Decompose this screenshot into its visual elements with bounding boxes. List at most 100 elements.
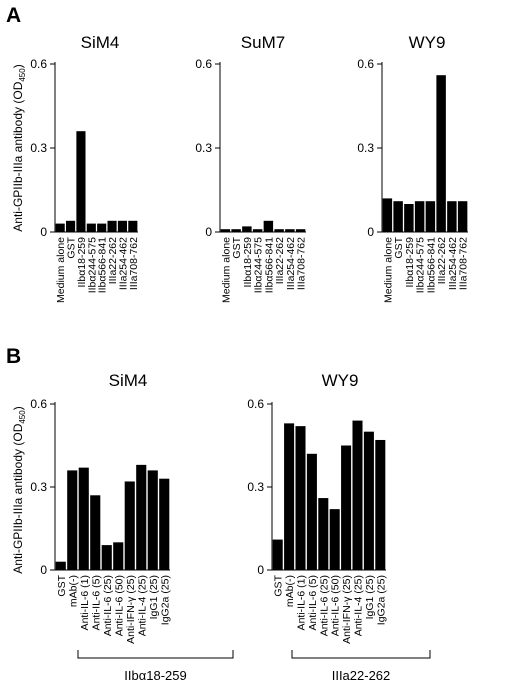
x-tick-label: GST: [66, 236, 78, 258]
bar: [363, 431, 374, 570]
bar: [231, 229, 241, 232]
x-tick-label: Anti-IL-6 (1): [79, 575, 91, 630]
y-tick-label: 0: [40, 225, 47, 239]
y-axis-label: Anti-GPIIb-IIIa antibody (OD450): [11, 64, 27, 231]
bar: [457, 201, 468, 232]
x-tick-label: IIbα566-841: [425, 237, 437, 293]
bar: [263, 220, 274, 232]
x-tick-label: Medium alone: [55, 237, 67, 303]
y-tick-label: 0.6: [30, 57, 47, 71]
chart-title: SiM4: [109, 371, 148, 390]
bar: [242, 226, 252, 232]
x-tick-label: IgG2a (25): [159, 575, 171, 625]
x-tick-label: Medium alone: [382, 237, 394, 303]
bar: [97, 223, 107, 232]
bar: [107, 220, 117, 232]
bar: [393, 201, 403, 232]
bar: [382, 198, 393, 232]
bar: [404, 204, 414, 232]
x-tick-label: Anti-IL-4 (25): [136, 575, 148, 636]
bar: [272, 539, 283, 570]
x-tick-label: IIIa22-262: [274, 237, 286, 284]
group-bracket: [291, 650, 431, 659]
y-tick-label: 0.3: [30, 480, 47, 494]
y-tick-label: 0: [257, 563, 264, 577]
x-tick-label: IIbα18-259: [404, 237, 416, 288]
x-tick-label: Anti-IL-6 (5): [307, 575, 319, 630]
y-tick-label: 0: [367, 225, 374, 239]
x-tick-label: GST: [56, 574, 68, 596]
x-tick-label: GST: [231, 236, 243, 258]
bar: [159, 478, 170, 570]
x-tick-label: mAb(-): [67, 575, 79, 607]
x-tick-label: IIIa708-762: [296, 237, 308, 290]
y-tick-label: 0: [205, 225, 212, 239]
bar: [414, 201, 425, 232]
x-tick-label: IgG1 (25): [364, 575, 376, 619]
bar: [65, 220, 76, 232]
x-tick-label: GST: [393, 236, 405, 258]
x-tick-label: mAb(-): [284, 575, 296, 607]
y-tick-label: 0.3: [247, 480, 264, 494]
y-tick-label: 0.6: [30, 397, 47, 411]
bar: [128, 220, 138, 232]
bar: [352, 420, 363, 570]
bar: [425, 201, 436, 232]
x-tick-label: IIIa708-762: [128, 237, 140, 290]
x-tick-label: IIIa708-762: [458, 237, 470, 290]
x-tick-label: Anti-IL-6 (50): [330, 575, 342, 636]
x-tick-label: IIbα244-575: [86, 237, 98, 293]
x-tick-label: Anti-IL-6 (5): [90, 575, 102, 630]
x-tick-label: IIIa254-462: [285, 237, 297, 290]
bracket-label: IIIa22-262: [332, 668, 391, 683]
bar: [147, 470, 158, 570]
bracket-label: IIbα18-259: [124, 668, 186, 683]
x-tick-label: Anti-IFN-γ (25): [341, 575, 353, 644]
charts-group: SiM4 Anti-GPIIb-IIIa antibody (OD450) 0 0.3…: [11, 33, 470, 683]
bar: [295, 426, 306, 570]
x-tick-label: Anti-IFN-γ (25): [125, 575, 137, 644]
y-tick-label: 0.6: [357, 57, 374, 71]
y-axis-label: Anti-GPIIb-IIIa antibody (OD450): [11, 406, 27, 573]
chart-b-sim4: SiM4 Anti-GPIIb-IIIa antibody (OD450) 0 0.3…: [11, 371, 234, 683]
bar: [306, 453, 317, 570]
bar: [90, 495, 101, 570]
y-tick-label: 0.6: [247, 397, 264, 411]
chart-title: SuM7: [241, 33, 285, 52]
x-tick-label: Anti-IL-6 (1): [296, 575, 308, 630]
x-tick-label: IIIa254-462: [117, 237, 129, 290]
panel-b-label: B: [6, 345, 21, 368]
x-tick-label: IIbα566-841: [97, 237, 109, 293]
bar: [274, 229, 284, 232]
x-tick-label: IIbα18-259: [76, 237, 88, 288]
bar: [55, 223, 65, 232]
bar: [436, 75, 446, 232]
x-tick-label: IIbα244-575: [253, 237, 265, 293]
x-tick-label: IIIa22-262: [436, 237, 448, 284]
chart-a-wy9: WY9 0 0.3 0.6 Medium aloneGSTIIbα18-259IIbα2…: [357, 33, 469, 303]
x-tick-label: IIbα566-841: [263, 237, 275, 293]
x-tick-label: GST: [273, 574, 285, 596]
y-tick-label: 0.6: [195, 57, 212, 71]
y-tick-label: 0.3: [195, 141, 212, 155]
chart-title: WY9: [322, 371, 359, 390]
chart-a-sim4: SiM4 Anti-GPIIb-IIIa antibody (OD450) 0 0.3…: [11, 33, 140, 303]
bar: [67, 470, 78, 570]
bar: [78, 467, 89, 570]
x-tick-label: IIbα244-575: [415, 237, 427, 293]
bar: [285, 229, 295, 232]
bar: [341, 445, 352, 570]
x-tick-label: Anti-IL-6 (50): [113, 575, 125, 636]
bar: [329, 509, 340, 570]
bar: [375, 439, 386, 570]
x-tick-label: IIIa22-262: [107, 237, 119, 284]
bar: [101, 545, 112, 570]
x-tick-label: Medium alone: [220, 237, 232, 303]
bar: [76, 131, 86, 232]
x-tick-label: Anti-IL-4 (25): [353, 575, 365, 636]
x-tick-label: IIbα18-259: [242, 237, 254, 288]
